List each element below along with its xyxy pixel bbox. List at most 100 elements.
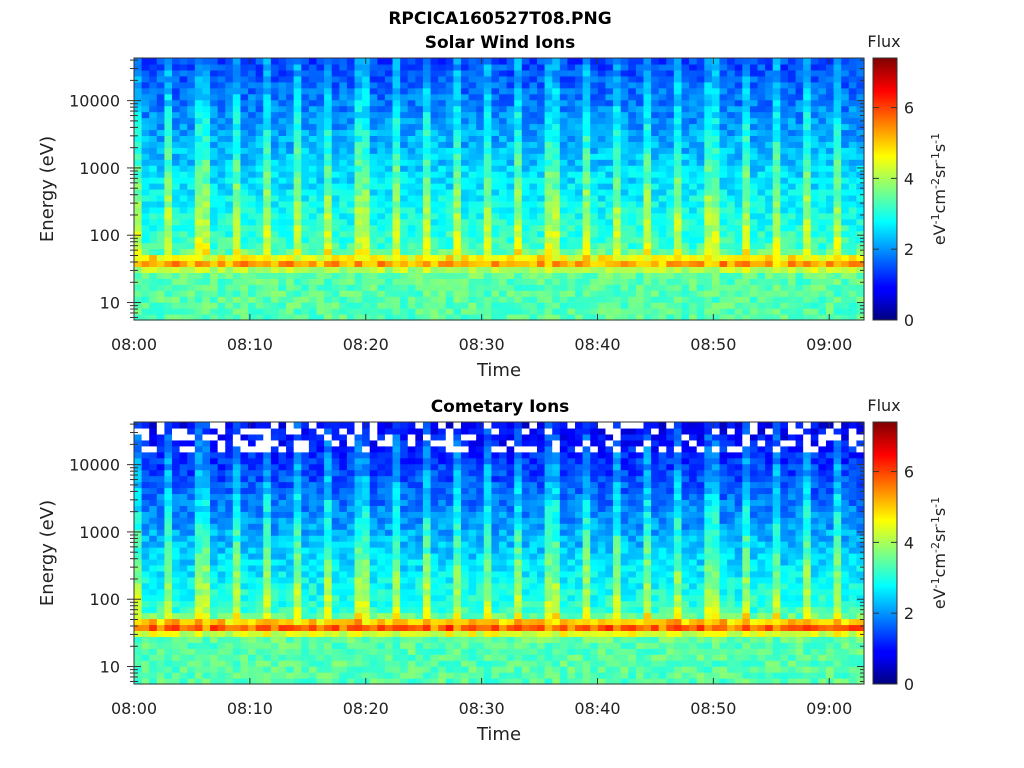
heatmap-cell <box>187 278 196 285</box>
heatmap-cell <box>453 254 462 262</box>
heatmap-cell <box>780 248 789 256</box>
heatmap-cell <box>172 588 181 596</box>
heatmap-cell <box>172 58 181 65</box>
heatmap-cell <box>628 200 637 208</box>
heatmap-cell <box>316 248 325 256</box>
heatmap-cell <box>628 236 637 244</box>
heatmap-cell <box>331 248 340 256</box>
heatmap-cell <box>308 99 318 107</box>
heatmap-cell <box>217 218 226 226</box>
heatmap-cell <box>529 308 538 315</box>
heatmap-cell <box>164 582 173 590</box>
heatmap-cell <box>346 284 356 291</box>
heatmap-cell <box>491 117 500 125</box>
heatmap-cell <box>430 230 439 238</box>
heatmap-cell <box>666 81 675 89</box>
heatmap-cell <box>704 58 713 65</box>
heatmap-cell <box>240 314 249 321</box>
heatmap-cell <box>316 117 325 125</box>
heatmap-cell <box>711 218 721 226</box>
heatmap-cell <box>194 558 204 566</box>
heatmap-cell <box>248 302 257 309</box>
heatmap-cell <box>415 183 424 190</box>
heatmap-cell <box>582 117 591 125</box>
heatmap-cell <box>582 153 591 160</box>
heatmap-cell <box>187 558 196 566</box>
heatmap-cell <box>582 260 591 267</box>
heatmap-cell <box>217 308 226 315</box>
heatmap-cell <box>483 278 492 285</box>
heatmap-cell <box>217 260 226 267</box>
heatmap-cell <box>605 260 614 267</box>
heatmap-cell <box>232 254 242 262</box>
heatmap-cell <box>575 105 584 113</box>
heatmap-cell <box>194 499 204 506</box>
heatmap-cell <box>476 87 485 95</box>
heatmap-cell <box>240 93 249 101</box>
heatmap-cell <box>202 242 211 250</box>
heatmap-cell <box>179 564 188 572</box>
heatmap-cell <box>460 254 470 262</box>
heatmap-cell <box>460 278 470 285</box>
heatmap-cell <box>575 230 584 238</box>
heatmap-cell <box>316 278 325 285</box>
heatmap-cell <box>377 242 386 250</box>
heatmap-cell <box>727 224 736 232</box>
heatmap-cell <box>172 445 181 453</box>
heatmap-cell <box>628 99 637 107</box>
heatmap-cell <box>179 612 188 620</box>
heatmap-cell <box>658 117 667 125</box>
heatmap-cell <box>156 475 166 483</box>
heatmap-cell <box>521 224 531 232</box>
heatmap-cell <box>263 206 272 214</box>
heatmap-cell <box>164 218 173 226</box>
heatmap-cell <box>202 141 211 148</box>
heatmap-cell <box>240 236 249 244</box>
heatmap-cell <box>544 218 553 226</box>
heatmap-cell <box>308 63 318 71</box>
heatmap-cell <box>354 117 363 125</box>
heatmap-cell <box>635 254 645 262</box>
heatmap-cell <box>263 147 272 154</box>
heatmap-cell <box>597 218 607 226</box>
heatmap-cell <box>635 230 645 238</box>
heatmap-cell <box>324 111 333 119</box>
heatmap-cell <box>552 171 561 178</box>
heatmap-cell <box>400 123 409 131</box>
heatmap-cell <box>369 314 378 321</box>
heatmap-cell <box>392 248 401 256</box>
heatmap-cell <box>377 314 386 321</box>
heatmap-cell <box>362 254 371 262</box>
heatmap-cell <box>377 206 386 214</box>
heatmap-cell <box>407 260 416 267</box>
x-tick-label: 08:30 <box>459 335 505 354</box>
heatmap-cell <box>392 123 401 131</box>
heatmap-cell <box>232 58 242 65</box>
heatmap-cell <box>757 81 766 89</box>
heatmap-cell <box>255 165 264 172</box>
heatmap-cell <box>795 135 804 142</box>
heatmap-cell <box>225 487 234 495</box>
heatmap-cell <box>514 75 523 83</box>
heatmap-cell <box>468 296 477 303</box>
heatmap-cell <box>217 58 226 65</box>
heatmap-cell <box>179 159 188 166</box>
heatmap-cell <box>575 159 584 166</box>
heatmap-cell <box>848 284 857 291</box>
heatmap-cell <box>803 135 812 142</box>
heatmap-cell <box>210 487 219 495</box>
y-tick-label: 10000 <box>69 92 120 111</box>
heatmap-cell <box>179 660 188 667</box>
heatmap-cell <box>605 308 614 315</box>
heatmap-cell <box>400 165 409 172</box>
heatmap-cell <box>210 529 219 536</box>
heatmap-cell <box>818 111 827 119</box>
heatmap-cell <box>210 230 219 238</box>
heatmap-cell <box>506 183 515 190</box>
heatmap-cell <box>430 147 439 154</box>
heatmap-cell <box>164 564 173 572</box>
heatmap-cell <box>514 171 523 178</box>
heatmap-cell <box>384 75 394 83</box>
heatmap-cell <box>149 553 158 560</box>
heatmap-cell <box>711 272 721 279</box>
